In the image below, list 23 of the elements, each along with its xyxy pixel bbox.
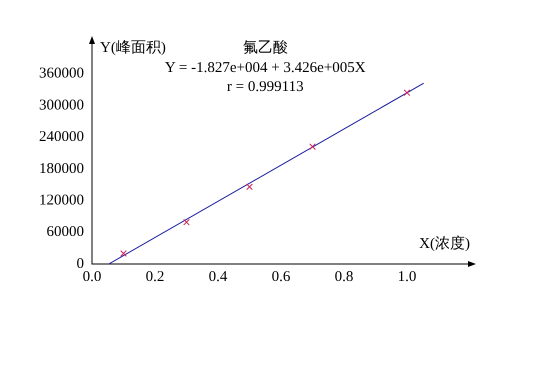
annotation: r = 0.999113 <box>226 78 304 95</box>
chart-title: 氟乙酸 <box>242 38 288 56</box>
x-tick-label: 0.6 <box>272 268 291 285</box>
point <box>404 89 410 96</box>
y-tick-label: 0 <box>76 256 84 272</box>
y-axis-title: Y(峰面积) <box>100 38 166 56</box>
annotation: Y = -1.827e+004 + 3.426e+005X <box>164 60 366 76</box>
y-tick-label: 240000 <box>39 129 84 146</box>
point <box>246 184 253 190</box>
x-tick-label: 1.0 <box>398 268 416 285</box>
y-tick-label: 120000 <box>39 192 84 209</box>
x-tick-label: 0.4 <box>208 268 228 285</box>
point <box>183 218 190 226</box>
point <box>120 250 127 257</box>
x-tick-label: 0.2 <box>146 268 164 285</box>
y-tick-label: 60000 <box>46 224 84 240</box>
y-tick-label: 300000 <box>39 97 84 114</box>
x-tick-label: 0.0 <box>82 268 102 285</box>
point <box>309 143 316 150</box>
y-tick-label: 360000 <box>39 66 84 82</box>
x-axis-title: X(浓度) <box>419 234 470 252</box>
x-tick-label: 0.8 <box>334 268 354 285</box>
y-tick-label: 180000 <box>39 160 84 177</box>
